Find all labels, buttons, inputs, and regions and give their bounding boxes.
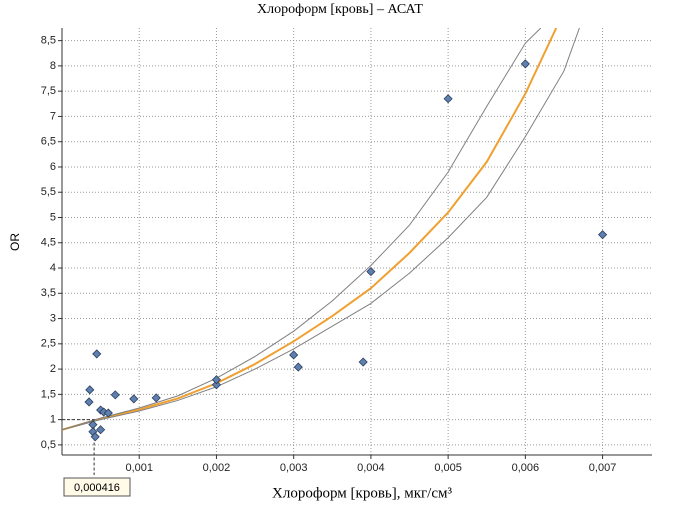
x-tick-label: 0,003 [280,462,308,474]
x-tick-label: 0,004 [357,462,385,474]
marker-box [63,477,131,497]
data-point [598,230,608,240]
y-tick-label: 5,5 [41,186,56,198]
confidence-line [62,28,580,431]
y-tick-label: 0,5 [41,439,56,451]
y-tick-label: 2,5 [41,338,56,350]
data-point [129,394,139,404]
marker-line [62,419,95,475]
x-tick-label: 0,002 [203,462,231,474]
y-axis-label: OR [8,233,22,251]
y-tick-label: 1 [50,414,56,426]
x-tick-label: 0,007 [589,462,617,474]
data-point [366,267,376,277]
data-point [211,375,222,385]
data-point [358,357,368,367]
y-tick-label: 3 [50,312,56,324]
y-tick-label: 4 [50,262,56,274]
confidence-line [62,28,542,431]
data-point [92,349,102,359]
y-tick-label: 4,5 [41,237,56,249]
data-point [151,393,161,403]
marker-label: 0,000416 [74,482,120,494]
x-axis-label: Хлороформ [кровь], мкг/см³ [272,485,453,501]
axes: 0,5 1 1,5 2 2,5 3 3,5 4 4,5 5 5,5 6 6,5 7 7,5 8 8,5 0,001… [41,28,652,474]
data-point [293,362,303,372]
y-tick-label: 7,5 [41,85,56,97]
data-point [110,390,120,400]
y-tick-label: 8 [50,60,56,72]
data-point [520,59,530,69]
fit-line [62,28,558,431]
y-tick-label: 1,5 [41,388,56,400]
x-tick-label: 0,001 [125,462,153,474]
y-tick-label: 8,5 [41,35,56,47]
y-tick-label: 5 [50,211,56,223]
y-tick-label: 7 [50,110,56,122]
data-point [90,432,100,442]
data-point [211,380,222,390]
data-point [96,425,106,435]
data-point [103,408,113,418]
data-point [289,350,299,360]
data-point [443,94,453,104]
y-tick-label: 6,5 [41,136,56,148]
x-tick-label: 0,006 [512,462,540,474]
chart-title: Хлороформ [кровь] – АСАТ [257,2,423,17]
x-tick-label: 0,005 [434,462,462,474]
data-point [84,397,94,407]
data-point [85,385,95,395]
y-tick-label: 2 [50,363,56,375]
plot-area [62,28,580,431]
y-tick-label: 6 [50,161,56,173]
y-tick-label: 3,5 [41,287,56,299]
